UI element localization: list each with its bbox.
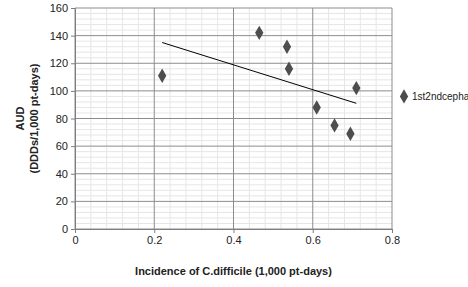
grid-line [75,35,392,36]
x-axis: 0 0.2 0.4 0.6 0.8 [72,229,400,246]
tick-label: 40 [56,168,68,180]
point [346,126,354,140]
point [330,118,338,132]
tick-mark [154,229,155,233]
tick-label: 80 [56,113,68,125]
tick-label: 0.4 [226,234,241,246]
grid-line [75,201,392,202]
tick: 0.2 [147,229,162,246]
tick: 20 [56,195,75,207]
tick-mark [71,63,75,64]
point [283,39,291,53]
tick: 0.8 [385,229,400,246]
y-axis-title-line: AUD [14,107,26,131]
grid-line [75,8,392,9]
tick-mark [71,8,75,9]
point [158,68,166,82]
grid-line [75,63,392,64]
point [313,100,321,114]
trendline [162,43,356,104]
point [285,62,293,76]
tick: 160 [50,2,75,14]
tick-label: 0 [62,223,68,235]
tick: 120 [50,57,75,69]
legend: 1st2ndcepha [400,89,468,103]
legend-label: 1st2ndcepha [412,91,468,102]
axis-line [71,9,76,230]
tick: 0 [62,223,75,235]
y-axis: 0 20 40 60 80 100 120 140 160 [50,2,76,235]
axis-line [76,230,393,234]
y-axis-title: AUD(DDDs/1,000 pt-days) [14,63,40,173]
tick-mark [234,229,235,233]
tick: 0 [72,229,78,246]
tick-label: 0 [72,234,78,246]
grid-line [75,146,392,147]
grid-line [75,173,392,174]
tick: 40 [56,168,75,180]
tick-label: 100 [50,85,68,97]
tick-mark [71,201,75,202]
tick-label: 20 [56,195,68,207]
tick-mark [392,229,393,233]
tick-label: 60 [56,140,68,152]
plot-area: 0 0.2 0.4 0.6 0.8 0 20 40 60 80 100 120 140 160 [50,2,401,246]
tick-label: 0.8 [385,234,400,246]
tick: 0.6 [306,229,321,246]
tick-label: 140 [50,30,68,42]
point [255,26,263,40]
grid-line [75,118,392,119]
tick-label: 0.2 [147,234,162,246]
chart: 0 0.2 0.4 0.6 0.8 0 20 40 60 80 100 120 140 160 Incide… [0,0,468,287]
tick-mark [71,229,75,230]
grid [75,8,392,229]
tick-mark [313,229,314,233]
tick-mark [71,174,75,175]
x-axis-title: Incidence of C.difficile (1,000 pt-days) [135,265,332,277]
tick-mark [71,91,75,92]
tick-label: 160 [50,2,68,14]
y-axis-title-line: (DDDs/1,000 pt-days) [28,63,40,173]
tick-label: 120 [50,57,68,69]
tick: 80 [56,113,75,125]
tick: 0.4 [226,229,241,246]
tick-mark [71,119,75,120]
point [352,81,360,95]
tick: 60 [56,140,75,152]
tick: 140 [50,30,75,42]
grid-line [75,90,392,91]
tick-mark [71,146,75,147]
tick: 100 [50,85,75,97]
marks [158,26,360,141]
legend-marker [400,89,408,103]
tick-label: 0.6 [306,234,321,246]
tick-mark [71,36,75,37]
